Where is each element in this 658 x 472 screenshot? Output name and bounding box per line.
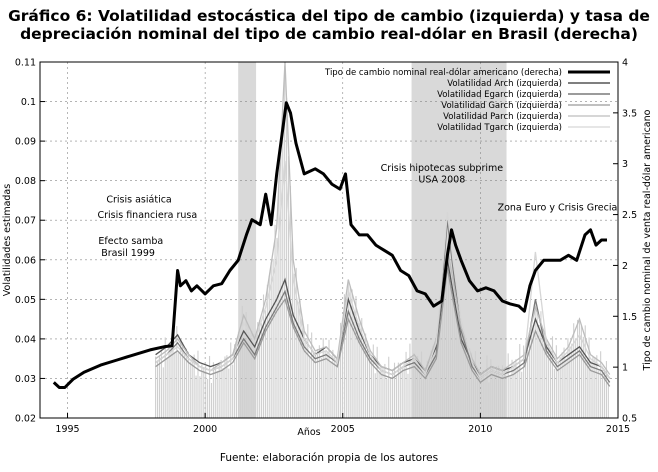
y-axis-left-label: Volatilidades estimadas xyxy=(2,184,13,296)
annotation-label: Efecto samba xyxy=(98,236,163,247)
chart-title-line-1: Gráfico 6: Volatilidad estocástica del t… xyxy=(8,7,650,25)
series-line-1 xyxy=(52,101,607,389)
y-right-tick-label: 3 xyxy=(622,159,628,170)
y-right-tick-label: 2.5 xyxy=(622,210,637,221)
exchange-rate-series xyxy=(52,101,607,389)
chart-title-line-2: depreciación nominal del tipo de cambio … xyxy=(20,25,638,43)
y-left-tick-label: 0.05 xyxy=(15,295,36,306)
y-left-tick-label: 0.02 xyxy=(15,414,36,425)
annotation-label: Crisis hipotecas subprime xyxy=(381,163,504,174)
shaded-period-2 xyxy=(411,62,507,418)
legend-label: Volatilidad Parch (izquierda) xyxy=(443,112,562,122)
y-axis-right-label: Tipo de cambio nominal de venta real-dól… xyxy=(642,109,653,371)
y-left-tick-label: 0.1 xyxy=(21,97,36,108)
y-right-tick-label: 1.5 xyxy=(622,312,637,323)
y-right-tick-label: 2 xyxy=(622,261,628,272)
annotation-label: USA 2008 xyxy=(418,175,465,186)
y-left-tick-label: 0.08 xyxy=(15,176,36,187)
y-left-tick-label: 0.09 xyxy=(15,137,36,148)
y-right-tick-label: 0.5 xyxy=(622,414,637,425)
axis-ticks: 1995 2000 2005 2010 2015 0.02 0.03 0.04 0.05 0.06… xyxy=(15,58,637,436)
legend-label: Volatilidad Garch (izquierda) xyxy=(441,101,562,111)
x-tick-label: 2005 xyxy=(331,424,355,435)
y-left-tick-label: 0.11 xyxy=(15,58,36,69)
y-right-tick-label: 3.5 xyxy=(622,108,637,119)
y-left-tick-label: 0.04 xyxy=(15,334,36,345)
x-tick-label: 2000 xyxy=(193,424,217,435)
y-right-tick-label: 4 xyxy=(622,58,628,69)
source-note: Fuente: elaboración propia de los autore… xyxy=(219,452,439,464)
legend-label: Volatilidad Egarch (izquierda) xyxy=(437,90,562,100)
legend-label: Volatilidad Tgarch (izquierda) xyxy=(437,123,562,133)
x-axis-label: Años xyxy=(297,427,320,438)
annotations: Crisis asiática Crisis financiera rusa Efe… xyxy=(97,163,617,259)
y-left-tick-label: 0.03 xyxy=(15,374,36,385)
x-tick-label: 2010 xyxy=(468,424,492,435)
legend: Tipo de cambio nominal real-dólar americ… xyxy=(324,67,610,133)
y-left-tick-label: 0.06 xyxy=(15,255,36,266)
plot-frame xyxy=(39,61,619,419)
annotation-label: Crisis financiera rusa xyxy=(97,210,197,221)
y-right-tick-label: 1 xyxy=(622,363,628,374)
series-line-4 xyxy=(155,267,611,387)
series-line-5 xyxy=(155,61,611,376)
y-left-tick-label: 0.07 xyxy=(15,216,36,227)
volatility-series xyxy=(155,61,611,387)
legend-label: Volatilidad Arch (izquierda) xyxy=(447,79,562,89)
annotation-label: Brasil 1999 xyxy=(101,248,155,259)
annotation-label: Crisis asiática xyxy=(106,194,171,205)
series-line-6 xyxy=(155,160,611,380)
x-tick-label: 2015 xyxy=(606,424,630,435)
legend-label: Tipo de cambio nominal real-dólar americ… xyxy=(324,67,562,78)
x-tick-label: 1995 xyxy=(55,424,79,435)
annotation-label: Zona Euro y Crisis Grecia xyxy=(498,202,618,213)
